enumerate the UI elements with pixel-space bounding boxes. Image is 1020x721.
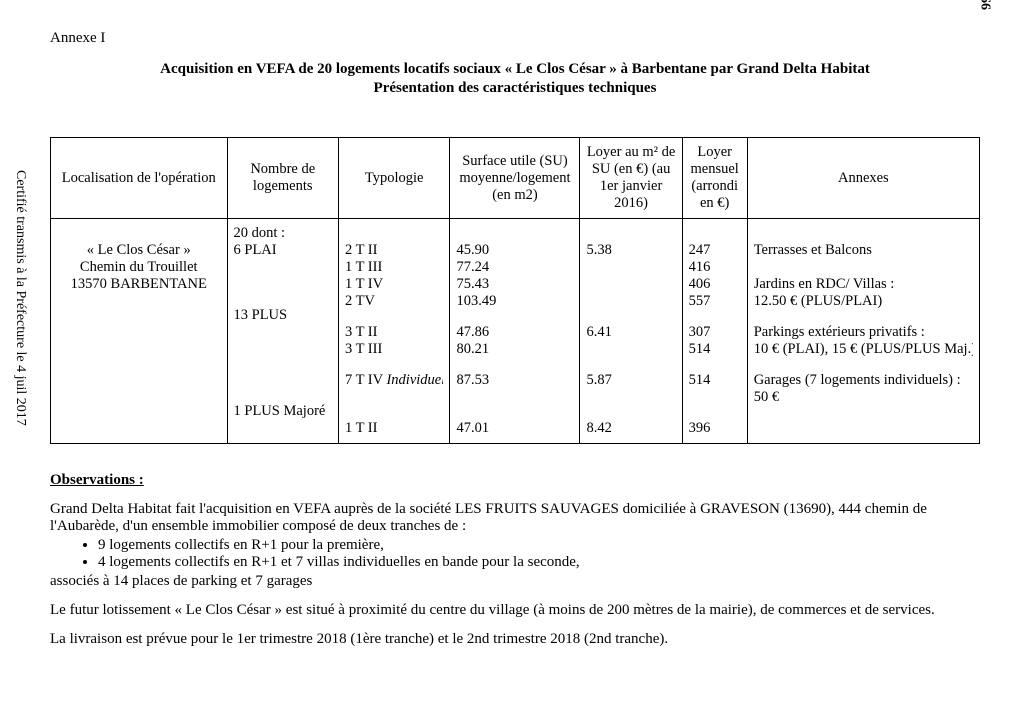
- th-surface: Surface utile (SU) moyenne/logement (en …: [450, 138, 580, 219]
- loyermens-line: 396: [689, 420, 741, 437]
- surface-line: 45.90: [456, 242, 573, 259]
- annexes-line: Terrasses et Balcons: [754, 242, 973, 259]
- th-nombre: Nombre de logements: [227, 138, 338, 219]
- nombre-line: 20 dont :: [234, 225, 332, 242]
- loyermens-line: 406: [689, 276, 741, 293]
- typo-line: 3 T II: [345, 324, 443, 341]
- loyerm2-line: 6.41: [586, 324, 675, 341]
- typo-line: 7 T IV Individuels: [345, 372, 443, 389]
- surface-line: 75.43: [456, 276, 573, 293]
- surface-line: 87.53: [456, 372, 573, 389]
- typo-line: 2 T II: [345, 242, 443, 259]
- typo-line: 2 TV: [345, 293, 443, 310]
- nombre-line: 13 PLUS: [234, 307, 332, 324]
- obs-list: 9 logements collectifs en R+1 pour la pr…: [50, 537, 980, 571]
- main-table: Localisation de l'opération Nombre de lo…: [50, 137, 980, 444]
- typo-line: 1 T IV: [345, 276, 443, 293]
- loyermens-line: 247: [689, 242, 741, 259]
- th-loyer-mensuel: Loyer mensuel (arrondi en €): [682, 138, 747, 219]
- surface-line: 77.24: [456, 259, 573, 276]
- nombre-line: 6 PLAI: [234, 242, 332, 259]
- loyermens-line: 557: [689, 293, 741, 310]
- observations-heading: Observations :: [50, 472, 980, 489]
- obs-paragraph: Le futur lotissement « Le Clos César » e…: [50, 602, 980, 619]
- page-subtitle: Présentation des caractéristiques techni…: [50, 80, 980, 97]
- surface-line: 47.86: [456, 324, 573, 341]
- annexes-line: 12.50 € (PLUS/PLAI): [754, 293, 973, 310]
- cell-nombre: 20 dont : 6 PLAI 13 PLUS 1 P: [227, 219, 338, 444]
- loyerm2-line: 8.42: [586, 420, 675, 437]
- loc-line: Chemin du Trouillet: [57, 259, 221, 276]
- loyerm2-line: 5.38: [586, 242, 675, 259]
- annexes-line: Parkings extérieurs privatifs :: [754, 324, 973, 341]
- obs-paragraph: La livraison est prévue pour le 1er trim…: [50, 631, 980, 648]
- th-annexes: Annexes: [747, 138, 979, 219]
- annexes-line: 50 €: [754, 389, 973, 406]
- annexe-label: Annexe I: [50, 30, 980, 47]
- cell-typologie: 2 T II 1 T III 1 T IV 2 TV 3 T II 3 T II…: [338, 219, 449, 444]
- loyermens-line: 514: [689, 341, 741, 358]
- obs-paragraph: Grand Delta Habitat fait l'acquisition e…: [50, 501, 980, 535]
- th-typologie: Typologie: [338, 138, 449, 219]
- loyermens-line: 307: [689, 324, 741, 341]
- obs-list-item: 9 logements collectifs en R+1 pour la pr…: [98, 537, 980, 554]
- page-content: Annexe I Acquisition en VEFA de 20 logem…: [0, 0, 1020, 680]
- typo-line: 1 T III: [345, 259, 443, 276]
- typo-line: 1 T II: [345, 420, 443, 437]
- page-title: Acquisition en VEFA de 20 logements loca…: [50, 61, 980, 78]
- table-row: « Le Clos César » Chemin du Trouillet 13…: [51, 219, 980, 444]
- cell-loyer-m2: 5.38 6.41 5.87 8.42: [580, 219, 682, 444]
- side-note-right: Commission permanente du 30 juin 2017 - …: [976, 0, 992, 10]
- obs-paragraph: associés à 14 places de parking et 7 gar…: [50, 573, 980, 590]
- annexes-line: Garages (7 logements individuels) :: [754, 372, 973, 389]
- typo-line: 3 T III: [345, 341, 443, 358]
- observations-body: Grand Delta Habitat fait l'acquisition e…: [50, 501, 980, 648]
- nombre-line: 1 PLUS Majoré: [234, 403, 332, 420]
- cell-surface: 45.90 77.24 75.43 103.49 47.86 80.21 87.…: [450, 219, 580, 444]
- table-header-row: Localisation de l'opération Nombre de lo…: [51, 138, 980, 219]
- loc-line: 13570 BARBENTANE: [57, 276, 221, 293]
- annexes-line: 10 € (PLAI), 15 € (PLUS/PLUS Maj.): [754, 341, 973, 358]
- cell-loyer-mensuel: 247 416 406 557 307 514 514 396: [682, 219, 747, 444]
- cell-annexes: Terrasses et Balcons Jardins en RDC/ Vil…: [747, 219, 979, 444]
- side-note-left: Certifié transmis à la Préfecture le 4 j…: [12, 170, 28, 426]
- loyermens-line: 514: [689, 372, 741, 389]
- th-localisation: Localisation de l'opération: [51, 138, 228, 219]
- loyerm2-line: 5.87: [586, 372, 675, 389]
- obs-list-item: 4 logements collectifs en R+1 et 7 villa…: [98, 554, 980, 571]
- loc-line: « Le Clos César »: [57, 242, 221, 259]
- surface-line: 103.49: [456, 293, 573, 310]
- loyermens-line: 416: [689, 259, 741, 276]
- annexes-line: Jardins en RDC/ Villas :: [754, 276, 973, 293]
- th-loyer-m2: Loyer au m² de SU (en €) (au 1er janvier…: [580, 138, 682, 219]
- surface-line: 80.21: [456, 341, 573, 358]
- cell-localisation: « Le Clos César » Chemin du Trouillet 13…: [51, 219, 228, 444]
- surface-line: 47.01: [456, 420, 573, 437]
